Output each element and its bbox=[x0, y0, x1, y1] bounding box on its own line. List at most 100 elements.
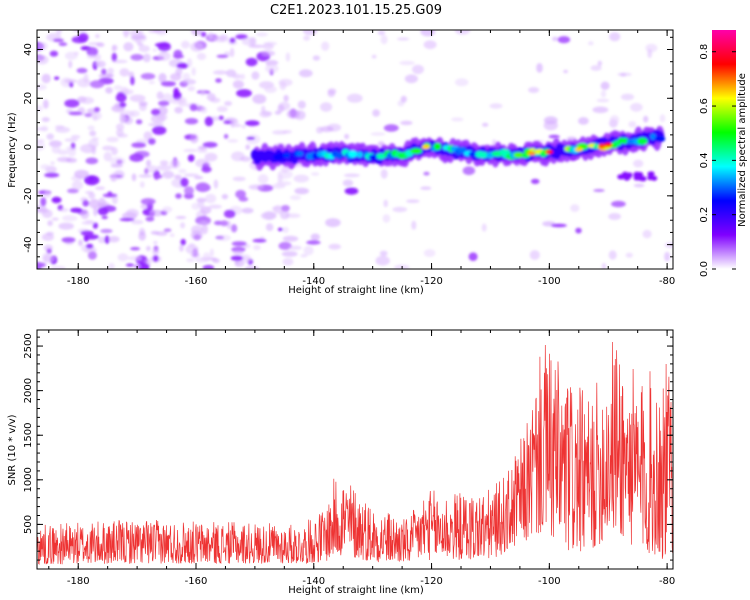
heatmap-cell bbox=[570, 204, 580, 213]
heatmap-cell bbox=[376, 153, 386, 160]
heatmap-cell bbox=[536, 63, 543, 73]
heatmap-cell bbox=[255, 32, 268, 37]
heatmap-cell bbox=[191, 225, 203, 235]
heatmap-cell bbox=[272, 183, 286, 189]
heatmap-cell bbox=[609, 115, 620, 125]
heatmap-cell bbox=[94, 107, 100, 113]
heatmap-cell bbox=[592, 106, 609, 114]
heatmap-cell bbox=[245, 244, 251, 249]
heatmap-cell bbox=[208, 204, 222, 209]
heatmap-cell bbox=[489, 103, 503, 109]
heatmap-cell bbox=[111, 44, 117, 53]
heatmap-cell bbox=[527, 151, 536, 156]
heatmap-cell bbox=[423, 40, 437, 50]
heatmap-cell bbox=[180, 222, 186, 229]
heatmap-y-ticks: -40 -20 0 20 40 bbox=[23, 36, 673, 270]
heatmap-cell bbox=[37, 127, 48, 131]
heatmap-cell bbox=[129, 94, 146, 103]
heatmap-cell bbox=[110, 163, 123, 168]
heatmap-cell bbox=[68, 60, 73, 69]
heatmap-cell bbox=[346, 93, 363, 103]
heatmap-cell bbox=[151, 108, 161, 116]
heatmap-cell bbox=[160, 81, 176, 87]
heatmap-cell bbox=[127, 255, 142, 261]
heatmap-cell bbox=[40, 197, 47, 207]
snr-y-axis-label: SNR (10 * v/v) bbox=[7, 414, 18, 485]
heatmap-cell bbox=[530, 178, 540, 184]
heatmap-cell bbox=[84, 113, 93, 118]
figure-title: C2E1.2023.101.15.25.G09 bbox=[270, 3, 442, 18]
heatmap-cell bbox=[230, 255, 243, 261]
heatmap-cell bbox=[216, 234, 231, 242]
heatmap-cell bbox=[169, 159, 181, 169]
heatmap-cell bbox=[91, 137, 99, 141]
heatmap-cell bbox=[380, 35, 388, 45]
heatmap-cell bbox=[400, 95, 407, 103]
heatmap-cell bbox=[200, 31, 207, 37]
colorbar-label: Normalized spectral amplitude bbox=[737, 73, 748, 227]
heatmap-cell bbox=[55, 30, 62, 35]
snr-panel: -180 -160 -140 -120 -100 -80 500 1000 1500 2000 2… bbox=[7, 329, 675, 596]
heatmap-cell bbox=[185, 244, 199, 255]
heatmap-cell bbox=[103, 151, 113, 162]
heatmap-cell bbox=[142, 53, 151, 63]
heatmap-cell bbox=[115, 92, 127, 103]
snr-y-ticks: 500 1000 1500 2000 2500 bbox=[23, 333, 673, 561]
heatmap-cell bbox=[404, 74, 418, 84]
heatmap-cell bbox=[148, 122, 164, 127]
heatmap-cell bbox=[119, 102, 127, 108]
heatmap-cell bbox=[288, 245, 302, 250]
heatmap-cell bbox=[310, 233, 320, 241]
heatmap-cell bbox=[399, 60, 415, 66]
heatmap-cell bbox=[64, 99, 80, 108]
heatmap-cell bbox=[64, 51, 78, 60]
heatmap-cell bbox=[420, 186, 432, 190]
heatmap-cell bbox=[240, 254, 252, 264]
heatmap-cell bbox=[157, 51, 171, 61]
heatmap-cell bbox=[186, 258, 195, 263]
heatmap-cell bbox=[383, 124, 399, 132]
heatmap-cell bbox=[343, 173, 360, 178]
heatmap-cell bbox=[76, 67, 88, 74]
heatmap-cell bbox=[40, 164, 50, 170]
heatmap-cell bbox=[433, 142, 442, 151]
heatmap-cell bbox=[195, 257, 208, 263]
heatmap-cell bbox=[41, 73, 51, 84]
heatmap-cell bbox=[327, 90, 336, 98]
heatmap-cell bbox=[637, 137, 648, 145]
heatmap-cell bbox=[397, 37, 410, 41]
heatmap-cell bbox=[241, 207, 254, 214]
heatmap-cell bbox=[231, 241, 247, 247]
heatmap-cell bbox=[44, 172, 60, 178]
heatmap-cell bbox=[189, 103, 198, 112]
heatmap-cell bbox=[95, 186, 106, 191]
heatmap-cell bbox=[191, 67, 196, 76]
heatmap-cell bbox=[78, 239, 83, 247]
heatmap-cell bbox=[454, 78, 469, 87]
heatmap-cell bbox=[74, 169, 90, 179]
heatmap-ridge bbox=[250, 125, 666, 182]
heatmap-cell bbox=[457, 146, 467, 154]
x-tick-label: -100 bbox=[538, 276, 561, 287]
heatmap-cell bbox=[289, 108, 297, 118]
heatmap-cell bbox=[609, 32, 621, 42]
heatmap-cell bbox=[375, 255, 390, 266]
heatmap-cell bbox=[628, 121, 637, 128]
heatmap-cell bbox=[234, 260, 245, 267]
heatmap-cell bbox=[148, 30, 162, 33]
heatmap-cell bbox=[215, 78, 222, 83]
heatmap-cell bbox=[597, 60, 602, 67]
heatmap-cell bbox=[88, 192, 96, 199]
heatmap-cell bbox=[181, 40, 190, 49]
heatmap-cell bbox=[100, 228, 113, 234]
heatmap-cell bbox=[216, 54, 229, 58]
heatmap-cell bbox=[152, 125, 167, 135]
y-tick-label: 0 bbox=[23, 144, 34, 150]
heatmap-cell bbox=[87, 125, 95, 131]
heatmap-cell bbox=[421, 144, 430, 150]
colorbar: 0.0 0.2 0.4 0.6 0.8 Normalized spectral ampl… bbox=[699, 30, 748, 277]
heatmap-cell bbox=[279, 209, 290, 220]
heatmap-cell bbox=[303, 30, 318, 36]
heatmap-cell bbox=[240, 156, 252, 162]
heatmap-cell bbox=[135, 119, 143, 125]
